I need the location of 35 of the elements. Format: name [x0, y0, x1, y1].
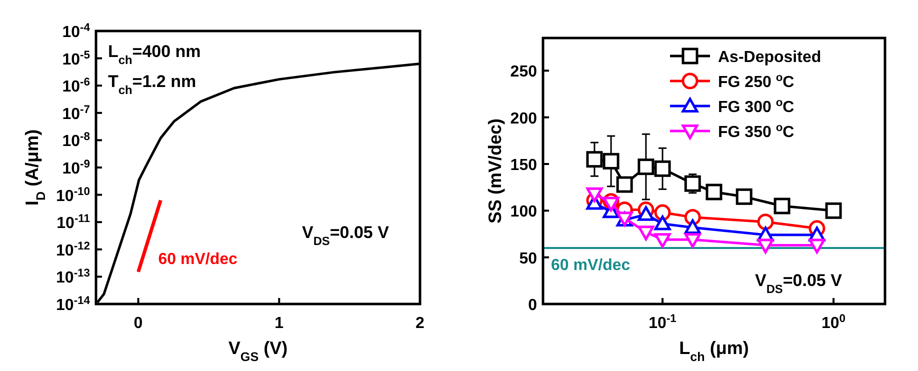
y-tick-label: 10$^{-12}$	[56, 240, 90, 260]
legend-label: FG 300 $^{o}$C	[718, 97, 795, 116]
ref-line-label: 60 mV/dec	[551, 257, 630, 274]
x-axis-title: L$_{ch}$ (μm)	[679, 338, 749, 364]
y-tick-label: 10$^{-7}$	[62, 104, 90, 123]
y-tick-label: 0	[528, 297, 538, 314]
y-tick-label: 10$^{-6}$	[62, 76, 90, 96]
legend-label: FG 250 $^{o}$C	[718, 72, 795, 91]
y-tick-label: 10$^{-11}$	[56, 213, 90, 232]
x-tick-label: 10$^{-1}$	[648, 313, 676, 332]
y-tick-label: 10$^{-13}$	[56, 268, 90, 287]
y-tick-label: 10$^{-8}$	[62, 131, 90, 150]
annotation: V$_{DS}$=0.05 V	[302, 223, 390, 248]
x-tick-label: 10$^{0}$	[822, 313, 846, 332]
y-tick-label: 10$^{-5}$	[62, 49, 90, 68]
x-axis-title: V$_{GS}$ (V)	[228, 338, 288, 364]
x-tick-label: 2	[416, 315, 425, 332]
series-label: 60 mV/dec	[158, 250, 238, 268]
y-tick-label: 10$^{-4}$	[62, 22, 91, 41]
y-tick-label: 100	[510, 204, 538, 221]
y-tick-label: 50	[519, 250, 538, 268]
x-tick-label: 1	[274, 315, 284, 332]
annotation: V$_{DS}$=0.05 V	[755, 271, 843, 296]
y-tick-label: 200	[510, 110, 538, 128]
y-axis-title: SS (mV/dec)	[485, 118, 505, 224]
y-tick-label: 10$^{-9}$	[62, 158, 90, 178]
y-tick-label: 150	[510, 157, 538, 174]
y-tick-label: 10$^{-14}$	[56, 295, 91, 314]
legend-label: As-Deposited	[718, 49, 822, 66]
annotation: L$_{ch}$=400 nm	[108, 42, 201, 67]
annotation: T$_{ch}$=1.2 nm	[108, 72, 196, 97]
legend-label: FG 350 $^{o}$C	[718, 122, 795, 141]
y-tick-label: 10$^{-10}$	[56, 186, 90, 205]
y-tick-label: 250	[510, 64, 538, 81]
x-tick-label: 0	[134, 315, 143, 332]
